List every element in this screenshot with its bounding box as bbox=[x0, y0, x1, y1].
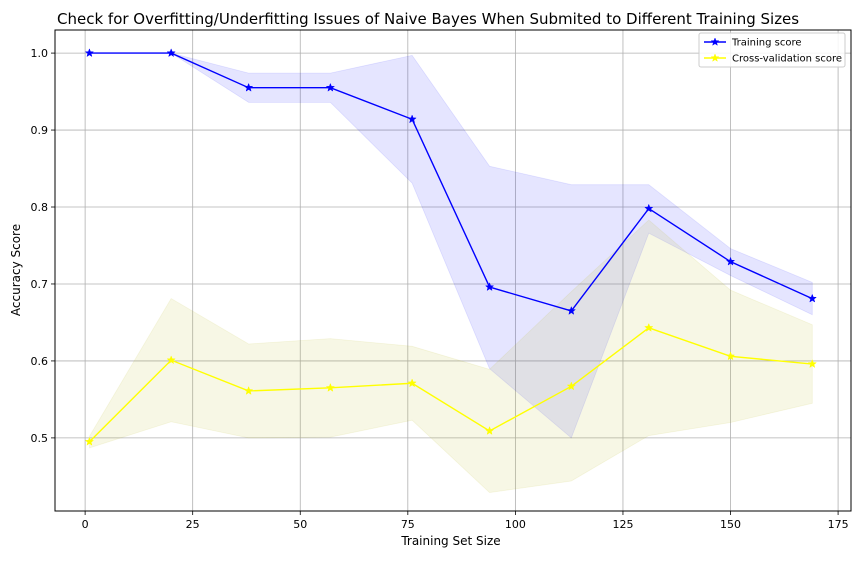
y-tick-label: 0.7 bbox=[31, 278, 49, 291]
data-point-0 bbox=[484, 282, 495, 292]
x-tick-label: 75 bbox=[401, 518, 415, 531]
y-tick-label: 0.8 bbox=[31, 201, 49, 214]
legend-marker bbox=[710, 37, 720, 46]
y-tick-label: 1.0 bbox=[31, 47, 49, 60]
chart-title: Check for Overfitting/Underfitting Issue… bbox=[57, 10, 799, 28]
legend-label: Training score bbox=[731, 38, 802, 49]
data-point-0 bbox=[807, 293, 817, 303]
data-point-0 bbox=[644, 203, 654, 213]
band-1 bbox=[89, 219, 813, 493]
x-axis-label: Training Set Size bbox=[400, 534, 500, 548]
data-point-1 bbox=[84, 436, 95, 446]
series-line-0 bbox=[89, 52, 813, 312]
data-point-1 bbox=[166, 355, 176, 365]
data-point-1 bbox=[243, 386, 254, 395]
x-tick-label: 25 bbox=[186, 518, 200, 531]
y-tick-label: 0.6 bbox=[31, 355, 49, 368]
legend-box bbox=[698, 32, 846, 68]
legend-label: Cross-validation score bbox=[732, 54, 842, 65]
data-point-1 bbox=[725, 351, 736, 361]
x-tick-label: 100 bbox=[505, 518, 526, 531]
x-tick-label: 0 bbox=[82, 518, 89, 531]
data-point-0 bbox=[243, 82, 254, 92]
data-point-1 bbox=[566, 381, 577, 391]
plot-frame bbox=[54, 29, 852, 512]
x-tick-label: 150 bbox=[720, 518, 741, 531]
data-point-0 bbox=[725, 256, 736, 266]
data-point-1 bbox=[407, 378, 417, 388]
y-axis-label: Accuracy Score bbox=[9, 224, 23, 316]
series-lines bbox=[88, 52, 813, 443]
legend: Training score Cross-validation score bbox=[698, 32, 846, 68]
x-tick-label: 125 bbox=[612, 518, 633, 531]
data-point-0 bbox=[566, 305, 577, 315]
y-axis: 0.5 0.6 0.7 0.8 0.9 1.0 bbox=[31, 47, 55, 445]
data-point-0 bbox=[166, 48, 176, 58]
data-point-1 bbox=[325, 382, 336, 392]
data-point-0 bbox=[325, 82, 336, 92]
series-line-1 bbox=[88, 327, 813, 443]
y-tick-label: 0.9 bbox=[31, 124, 49, 137]
x-tick-label: 175 bbox=[828, 518, 849, 531]
x-tick-label: 50 bbox=[293, 518, 307, 531]
confidence-bands bbox=[89, 52, 813, 493]
data-point-1 bbox=[807, 359, 817, 368]
legend-marker bbox=[710, 53, 720, 62]
data-point-1 bbox=[484, 426, 495, 435]
data-points bbox=[84, 48, 817, 446]
x-axis: 0 25 50 75 100 125 150 175 bbox=[82, 511, 849, 531]
data-point-0 bbox=[407, 114, 417, 124]
y-tick-label: 0.5 bbox=[31, 432, 49, 445]
data-point-0 bbox=[84, 48, 95, 58]
data-point-1 bbox=[644, 322, 654, 332]
